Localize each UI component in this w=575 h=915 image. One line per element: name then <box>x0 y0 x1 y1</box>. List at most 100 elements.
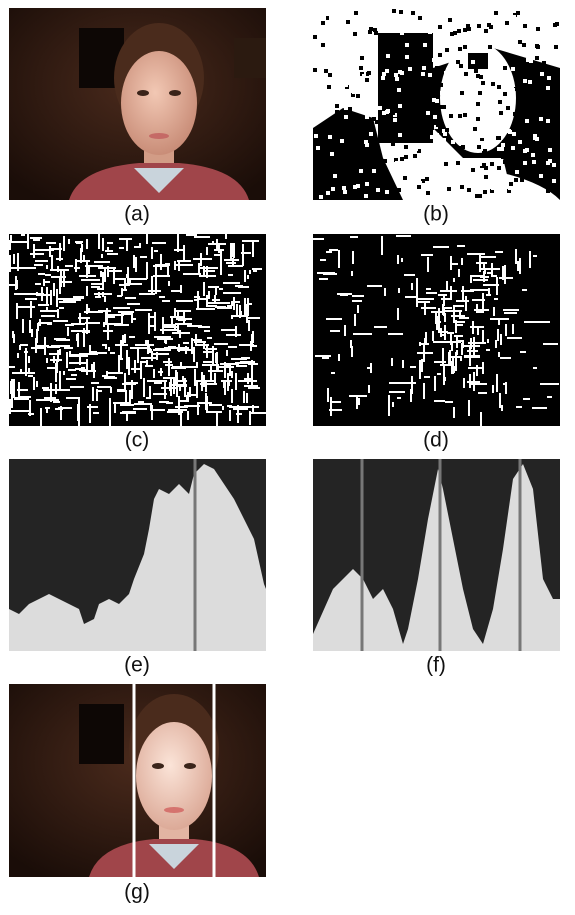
pixel <box>529 251 531 268</box>
pixel <box>229 410 231 421</box>
pixel <box>91 286 100 288</box>
pixel <box>174 261 176 270</box>
pixel <box>63 299 81 301</box>
pixel <box>397 188 401 192</box>
pixel <box>453 366 455 373</box>
pixel <box>164 326 179 328</box>
pixel <box>408 67 412 71</box>
pixel <box>102 344 106 346</box>
pixel <box>320 130 324 134</box>
pixel <box>467 188 471 192</box>
pixel <box>461 145 465 149</box>
pixel <box>204 330 210 332</box>
pixel <box>340 149 344 153</box>
pixel <box>393 49 397 53</box>
pixel <box>161 387 176 389</box>
pixel <box>97 288 104 290</box>
pixel <box>433 341 452 343</box>
pixel <box>231 315 245 317</box>
pixel <box>335 104 339 108</box>
pixel <box>462 286 464 302</box>
pixel <box>499 111 503 115</box>
pixel <box>63 371 65 375</box>
pixel <box>44 337 46 348</box>
pixel <box>86 359 88 375</box>
pixel <box>14 293 33 295</box>
pixel <box>490 52 494 56</box>
pixel <box>482 151 486 155</box>
pixel <box>463 378 465 388</box>
pixel <box>232 258 234 265</box>
pixel <box>250 412 268 414</box>
pixel <box>542 57 546 61</box>
pixel <box>410 132 414 136</box>
pixel <box>78 410 80 428</box>
pixel <box>516 131 520 135</box>
pixel <box>87 406 98 408</box>
pixel <box>552 163 556 167</box>
pixel <box>413 154 417 158</box>
pixel <box>18 382 20 399</box>
pixel <box>59 349 61 355</box>
pixel <box>107 323 119 325</box>
pixel <box>56 289 58 307</box>
pixel <box>319 195 323 199</box>
pixel <box>68 239 70 244</box>
pixel <box>174 249 183 251</box>
pixel <box>317 85 321 89</box>
pixel <box>464 356 480 358</box>
pixel <box>476 262 487 264</box>
pixel <box>487 339 489 343</box>
pixel <box>9 366 15 368</box>
pixel <box>314 46 318 50</box>
pixel <box>453 177 457 181</box>
pixel <box>404 145 408 149</box>
pixel <box>101 254 103 258</box>
pixel <box>523 186 527 190</box>
pixel <box>131 311 133 323</box>
pixel <box>17 253 19 271</box>
pixel <box>175 264 193 266</box>
pixel <box>178 319 186 321</box>
pixel <box>504 312 517 314</box>
pixel <box>398 104 402 108</box>
pixel <box>354 11 358 15</box>
pixel <box>127 303 140 305</box>
pixel <box>326 191 330 195</box>
pixel <box>540 72 544 76</box>
pixel <box>502 117 506 121</box>
pixel <box>546 129 550 133</box>
pixel <box>358 398 360 405</box>
pixel <box>179 385 181 391</box>
pixel <box>200 383 217 385</box>
panel-label: (a) <box>124 203 150 226</box>
pixel <box>357 38 361 42</box>
pixel <box>338 354 340 361</box>
pixel <box>152 242 166 244</box>
pixel <box>344 115 348 119</box>
pixel <box>328 135 332 139</box>
pixel <box>367 178 371 182</box>
pixel <box>468 136 472 140</box>
pixel <box>552 179 556 183</box>
pixel <box>84 311 103 313</box>
pixel <box>412 138 416 142</box>
pixel <box>332 273 337 275</box>
pixel <box>496 374 498 392</box>
pixel <box>438 308 440 324</box>
pixel <box>183 273 201 275</box>
pixel <box>488 45 492 49</box>
pixel <box>391 142 395 146</box>
pixel <box>413 70 417 74</box>
pixel <box>444 162 448 166</box>
pixel <box>435 141 439 145</box>
pixel <box>524 321 543 323</box>
pixel <box>425 102 429 106</box>
pixel <box>475 174 479 178</box>
pixel <box>444 310 462 312</box>
pixel <box>51 276 66 278</box>
pixel <box>503 92 507 96</box>
pixel <box>91 283 104 285</box>
pixel <box>516 406 522 408</box>
pixel <box>54 338 66 340</box>
